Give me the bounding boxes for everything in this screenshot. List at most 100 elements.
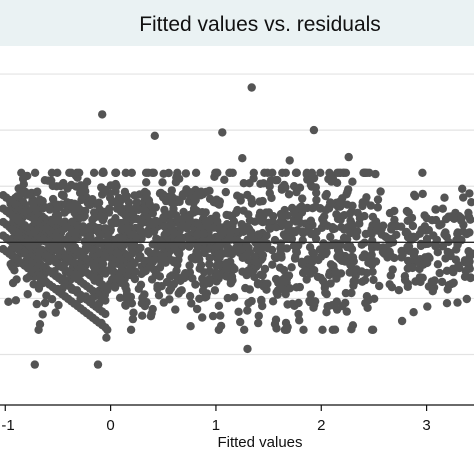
data-point xyxy=(348,201,357,210)
x-tick-label: 2 xyxy=(317,417,325,434)
data-point xyxy=(409,308,418,317)
data-point xyxy=(315,245,325,254)
data-point xyxy=(459,193,468,202)
data-point xyxy=(107,260,117,269)
data-point xyxy=(284,271,294,280)
data-point xyxy=(268,297,278,306)
data-point xyxy=(165,295,174,304)
data-point xyxy=(312,195,321,205)
data-point xyxy=(205,274,214,284)
data-point xyxy=(402,206,412,216)
data-point xyxy=(345,268,354,277)
data-point xyxy=(221,272,231,281)
data-point xyxy=(276,217,286,226)
data-point xyxy=(312,227,321,236)
data-point xyxy=(220,175,229,184)
data-point xyxy=(295,316,304,325)
data-point xyxy=(247,232,256,241)
data-point xyxy=(86,232,95,242)
data-point xyxy=(93,360,103,369)
data-point xyxy=(199,229,208,238)
data-point xyxy=(52,182,61,191)
data-point xyxy=(118,194,127,204)
data-point xyxy=(278,168,287,177)
data-point xyxy=(433,260,443,269)
data-point xyxy=(185,242,194,251)
data-point xyxy=(30,168,40,177)
data-point xyxy=(196,260,206,270)
data-point xyxy=(379,221,388,230)
data-point xyxy=(345,209,355,218)
data-point xyxy=(146,312,156,321)
data-point xyxy=(133,214,142,224)
data-point xyxy=(362,292,372,301)
data-point xyxy=(215,241,224,250)
data-point xyxy=(435,221,444,230)
data-point xyxy=(441,228,450,237)
data-point xyxy=(331,267,340,276)
data-point xyxy=(42,291,51,300)
data-point xyxy=(397,316,407,326)
data-point xyxy=(371,257,381,266)
data-point xyxy=(148,209,157,218)
data-point xyxy=(85,224,94,233)
data-point xyxy=(215,200,224,209)
data-point xyxy=(38,310,47,319)
data-point xyxy=(153,281,162,291)
data-point xyxy=(459,220,468,230)
data-point xyxy=(347,252,357,262)
data-point xyxy=(421,239,430,249)
data-point xyxy=(282,244,292,253)
data-point xyxy=(215,271,224,280)
data-point xyxy=(249,168,258,177)
data-point xyxy=(189,204,199,213)
data-point xyxy=(115,293,125,302)
data-point xyxy=(428,287,437,296)
data-point xyxy=(297,259,307,269)
data-point xyxy=(325,270,334,280)
data-point xyxy=(375,281,384,291)
data-point xyxy=(101,185,110,195)
data-point xyxy=(10,266,19,275)
data-point xyxy=(466,273,474,282)
data-point xyxy=(291,168,301,177)
data-point xyxy=(427,277,437,286)
data-point xyxy=(117,266,126,275)
data-point xyxy=(305,227,314,237)
data-point xyxy=(403,216,412,225)
data-point xyxy=(342,190,351,199)
data-point xyxy=(40,298,50,308)
data-point xyxy=(148,304,157,314)
data-point xyxy=(243,344,252,354)
data-point xyxy=(441,254,450,263)
data-point xyxy=(174,236,183,245)
data-point xyxy=(431,241,440,251)
data-point xyxy=(339,168,348,177)
data-point xyxy=(245,285,254,294)
data-point xyxy=(99,167,108,176)
data-point xyxy=(223,293,232,303)
data-point xyxy=(216,231,225,240)
data-point xyxy=(23,290,32,299)
data-point xyxy=(52,200,62,209)
x-tick-label: 1 xyxy=(212,417,220,434)
data-point xyxy=(280,180,289,190)
data-point xyxy=(244,298,253,308)
data-point xyxy=(138,311,147,320)
data-point xyxy=(45,205,54,214)
data-point xyxy=(316,168,325,177)
data-point xyxy=(149,168,158,177)
data-point xyxy=(35,320,45,329)
data-point xyxy=(361,229,370,239)
data-point xyxy=(150,131,159,140)
data-point xyxy=(276,244,285,253)
data-point xyxy=(231,208,241,217)
data-point xyxy=(234,307,243,316)
data-point xyxy=(110,274,119,284)
data-point xyxy=(158,178,167,187)
data-point xyxy=(102,333,111,342)
data-point xyxy=(373,203,382,212)
data-point xyxy=(348,177,357,186)
data-point xyxy=(240,325,249,334)
